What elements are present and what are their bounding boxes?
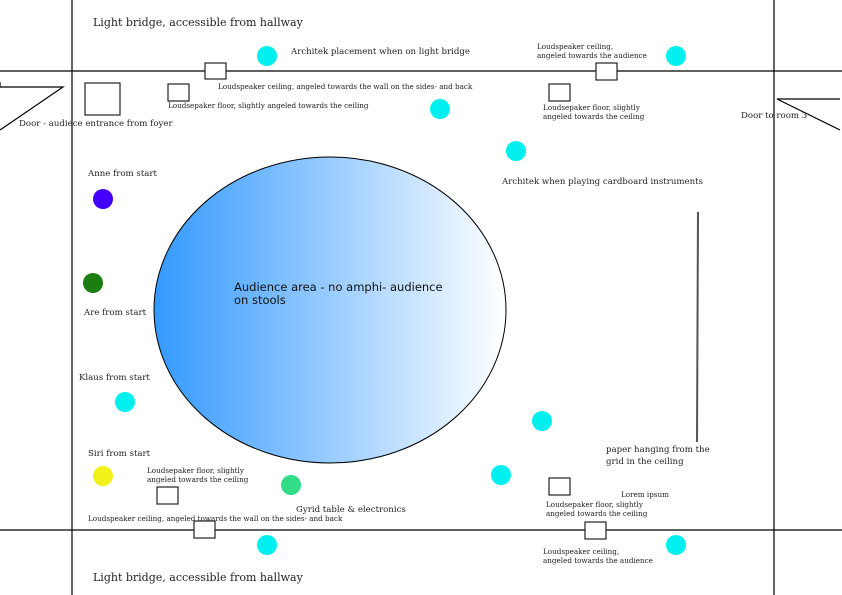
- label-ls-ceiling-top-right: Loudspeaker ceiling, angeled towards the…: [537, 42, 647, 60]
- label-lorem: Lorem ipsum: [621, 490, 669, 499]
- label-ls-floor-bottom-right: Loudsepaker floor, slightly angeled towa…: [546, 500, 648, 518]
- label-bridge-top: Light bridge, accessible from hallway: [93, 16, 303, 29]
- label-siri: Siri from start: [88, 449, 151, 459]
- audience-area: [153, 156, 507, 464]
- label-bridge-bottom: Light bridge, accessible from hallway: [93, 571, 303, 584]
- label-ls-ceiling-bottom-right: Loudspeaker ceiling, angeled towards the…: [543, 547, 653, 565]
- performer-marker: [666, 535, 686, 555]
- loudspeaker-ceiling-icon: [204, 62, 227, 80]
- gyrid-marker: [281, 475, 301, 495]
- loudspeaker-floor-icon: [548, 83, 571, 102]
- box-icon: [84, 82, 121, 116]
- performer-marker: [430, 99, 450, 119]
- loudspeaker-floor-icon: [167, 83, 190, 102]
- loudspeaker-ceiling-icon: [595, 62, 618, 81]
- label-klaus: Klaus from start: [79, 373, 150, 383]
- label-door-room3: Door to room 3: [741, 111, 808, 121]
- performer-marker: [666, 46, 686, 66]
- paper-hanging: [696, 211, 699, 443]
- loudspeaker-floor-icon: [156, 486, 179, 505]
- architek-cardboard-marker: [506, 141, 526, 161]
- performer-marker: [257, 535, 277, 555]
- are-marker: [83, 273, 103, 293]
- label-gyrid: Gyrid table & electronics: [296, 505, 406, 515]
- performer-marker: [532, 411, 552, 431]
- architek-bridge-marker: [257, 46, 277, 66]
- label-architek-bridge: Architek placement when on light bridge: [291, 47, 470, 57]
- loudspeaker-floor-icon: [548, 477, 571, 496]
- siri-marker: [93, 466, 113, 486]
- anne-marker: [93, 189, 113, 209]
- klaus-marker: [115, 392, 135, 412]
- label-ls-ceiling-bottom-left: Loudspeaker ceiling, angeled towards the…: [88, 514, 343, 523]
- label-anne: Anne from start: [88, 169, 157, 179]
- label-architek-cardboard: Architek when playing cardboard instrume…: [502, 177, 703, 187]
- label-are: Are from start: [84, 308, 147, 318]
- label-ls-floor-top-right: Loudsepaker floor, slightly angeled towa…: [543, 103, 645, 121]
- door-room3-icon: [776, 98, 841, 131]
- label-ls-floor-bottom-left: Loudsepaker floor, slightly angeled towa…: [147, 466, 249, 484]
- loudspeaker-ceiling-icon: [193, 520, 216, 539]
- label-paper: paper hanging from the grid in the ceili…: [606, 445, 710, 467]
- label-audience-area: Audience area - no amphi- audience on st…: [234, 280, 443, 308]
- label-ls-ceiling-top-left: Loudspeaker ceiling, angeled towards the…: [218, 82, 473, 91]
- loudspeaker-ceiling-icon: [584, 521, 607, 540]
- performer-marker: [491, 465, 511, 485]
- label-ls-floor-top-left: Loudsepaker floor, slightly angeled towa…: [168, 101, 369, 110]
- door-foyer-icon: [0, 82, 65, 131]
- label-door-foyer: Door - audiece entrance from foyer: [19, 119, 173, 129]
